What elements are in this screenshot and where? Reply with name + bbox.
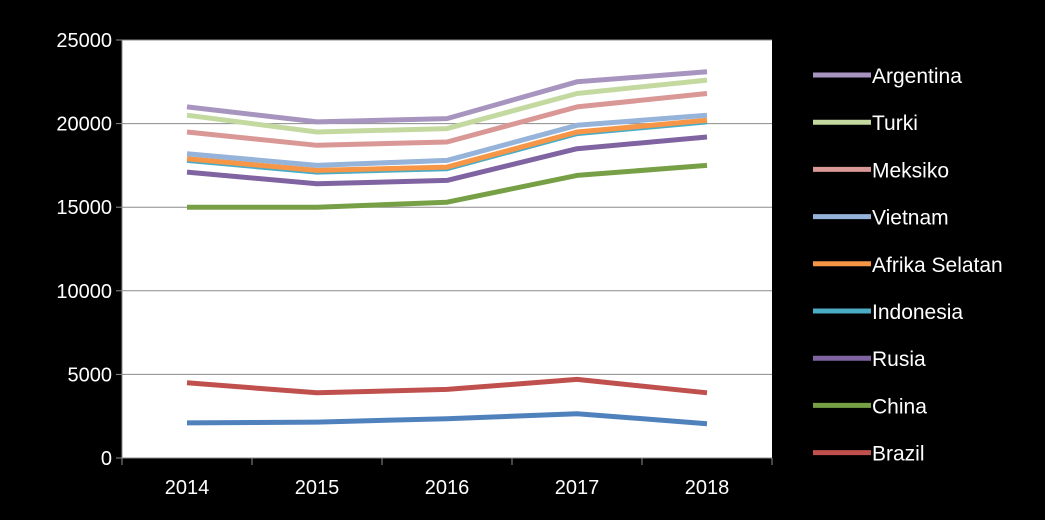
y-axis-tick-labels: 0 5000 10000 15000 20000 25000 — [56, 30, 112, 470]
legend-label-brazil: Brazil — [872, 443, 925, 466]
legend-label-meksiko: Meksiko — [872, 159, 949, 182]
y-tick-label: 25000 — [56, 30, 112, 52]
y-tick-label: 5000 — [68, 364, 113, 386]
y-tick-label: 15000 — [56, 197, 112, 219]
legend-label-indonesia: Indonesia — [872, 301, 963, 324]
series-line-vietnam — [186, 112, 708, 168]
series-line-brazil — [186, 376, 708, 396]
legend-label-china: China — [872, 395, 927, 418]
x-tick-label: 2015 — [295, 477, 340, 499]
series-line-china — [187, 162, 708, 210]
series-line-afrika-selatan — [186, 117, 708, 173]
legend: Argentina Turki Meksiko Vietnam Afrika Selat… — [813, 65, 1003, 466]
x-tick-label: 2017 — [555, 477, 600, 499]
series-line-meksiko — [186, 91, 708, 148]
series-line-turki — [186, 77, 708, 135]
legend-label-rusia: Rusia — [872, 348, 926, 371]
x-tick-label: 2016 — [425, 477, 470, 499]
y-tick-label: 10000 — [56, 281, 112, 303]
plot-area — [122, 40, 772, 458]
series-line-rusia — [186, 134, 708, 187]
legend-label-argentina: Argentina — [872, 65, 962, 88]
y-tick-label: 0 — [101, 448, 112, 470]
legend-label-afrika-selatan: Afrika Selatan — [872, 254, 1003, 277]
series-line-unnamed — [186, 411, 708, 427]
legend-label-vietnam: Vietnam — [872, 207, 949, 230]
x-tick-label: 2018 — [685, 477, 730, 499]
axes — [116, 39, 773, 465]
legend-label-turki: Turki — [872, 112, 918, 135]
x-tick-label: 2014 — [165, 477, 210, 499]
x-axis-tick-labels: 2014 2015 2016 2017 2018 — [165, 477, 730, 499]
series-lines — [186, 69, 708, 427]
series-line-argentina — [186, 69, 708, 125]
y-tick-label: 20000 — [56, 114, 112, 136]
